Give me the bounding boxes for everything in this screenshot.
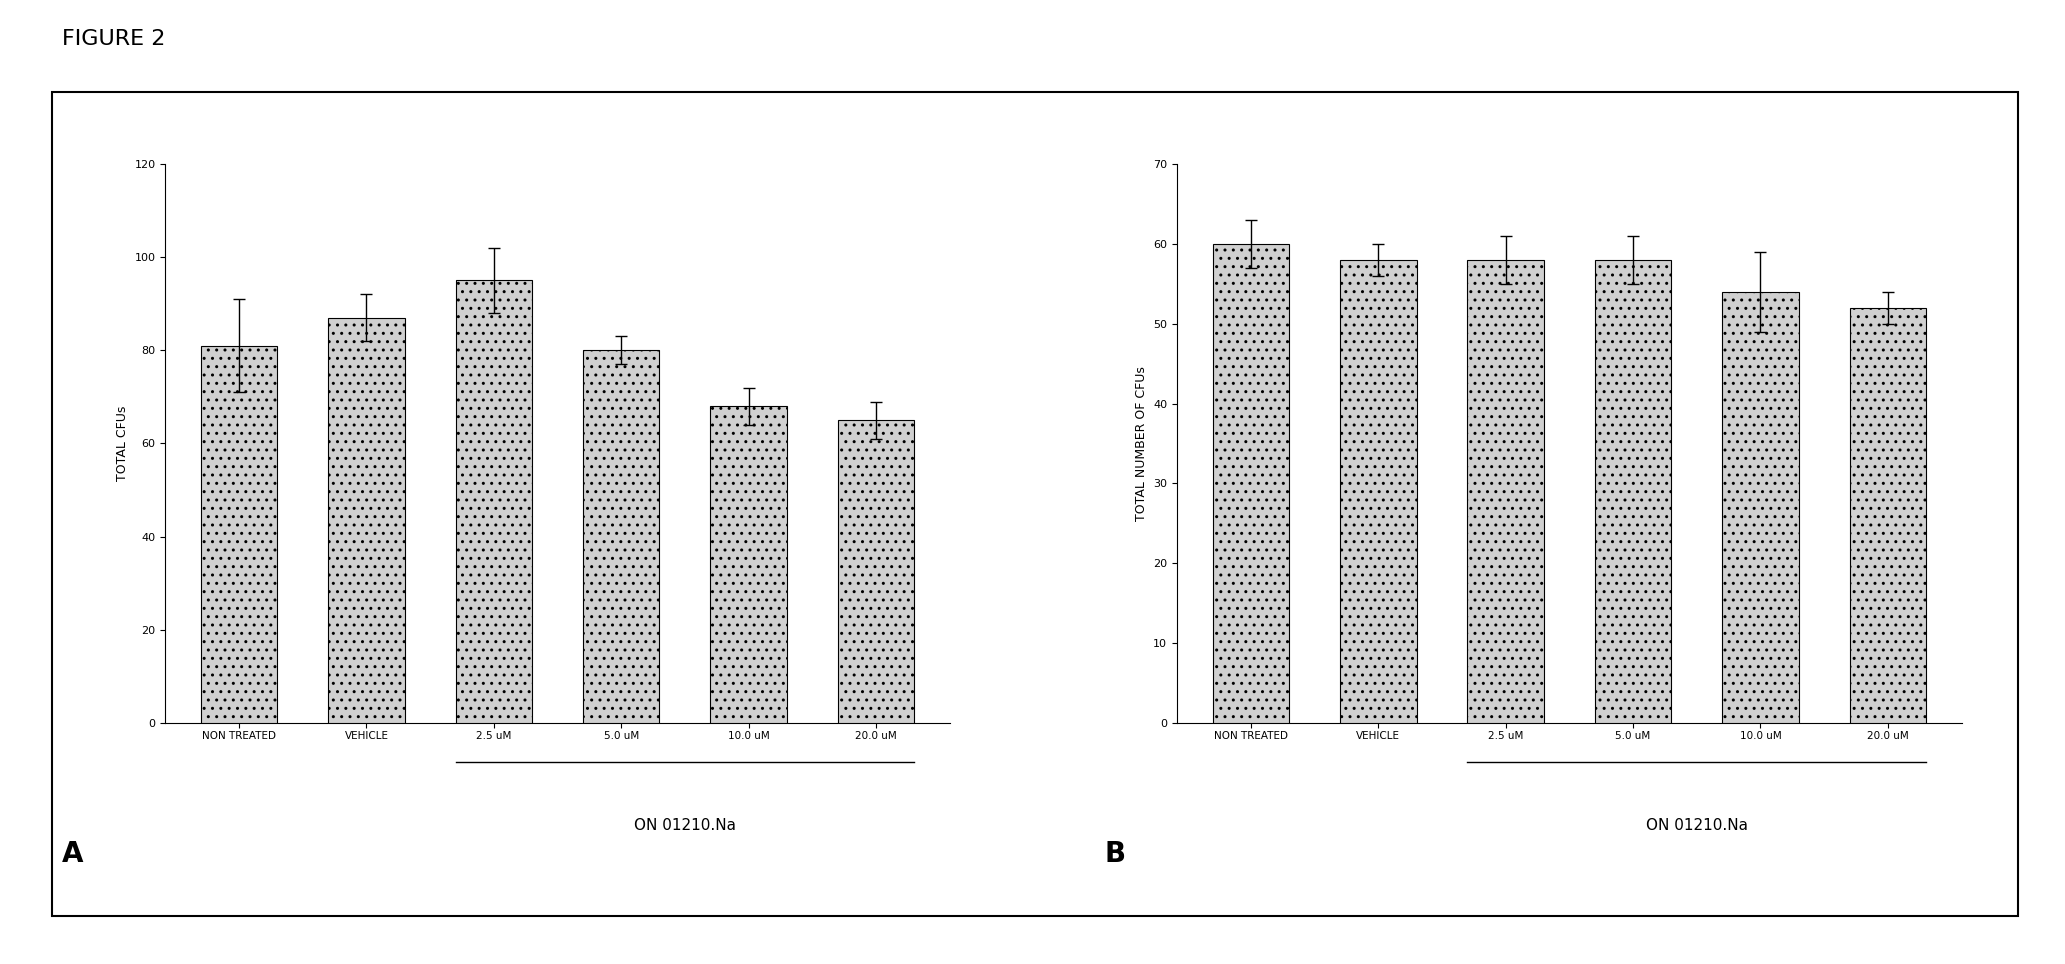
Bar xyxy=(1212,244,1289,723)
Bar xyxy=(456,281,533,723)
Bar xyxy=(1722,292,1799,723)
FancyBboxPatch shape xyxy=(52,92,2018,916)
Y-axis label: TOTAL NUMBER OF CFUs: TOTAL NUMBER OF CFUs xyxy=(1134,366,1148,521)
Y-axis label: TOTAL CFUs: TOTAL CFUs xyxy=(116,406,128,481)
Text: ON 01210.Na: ON 01210.Na xyxy=(634,818,735,833)
Text: FIGURE 2: FIGURE 2 xyxy=(62,29,165,49)
Bar xyxy=(582,350,659,723)
Bar xyxy=(200,346,277,723)
Text: ON 01210.Na: ON 01210.Na xyxy=(1646,818,1747,833)
Bar xyxy=(1594,259,1671,723)
Bar xyxy=(710,406,787,723)
Bar xyxy=(1850,308,1927,723)
Bar xyxy=(1340,259,1417,723)
Text: B: B xyxy=(1105,840,1125,868)
Text: A: A xyxy=(62,840,83,868)
Bar xyxy=(838,420,915,723)
Bar xyxy=(328,317,405,723)
Bar xyxy=(1468,259,1545,723)
